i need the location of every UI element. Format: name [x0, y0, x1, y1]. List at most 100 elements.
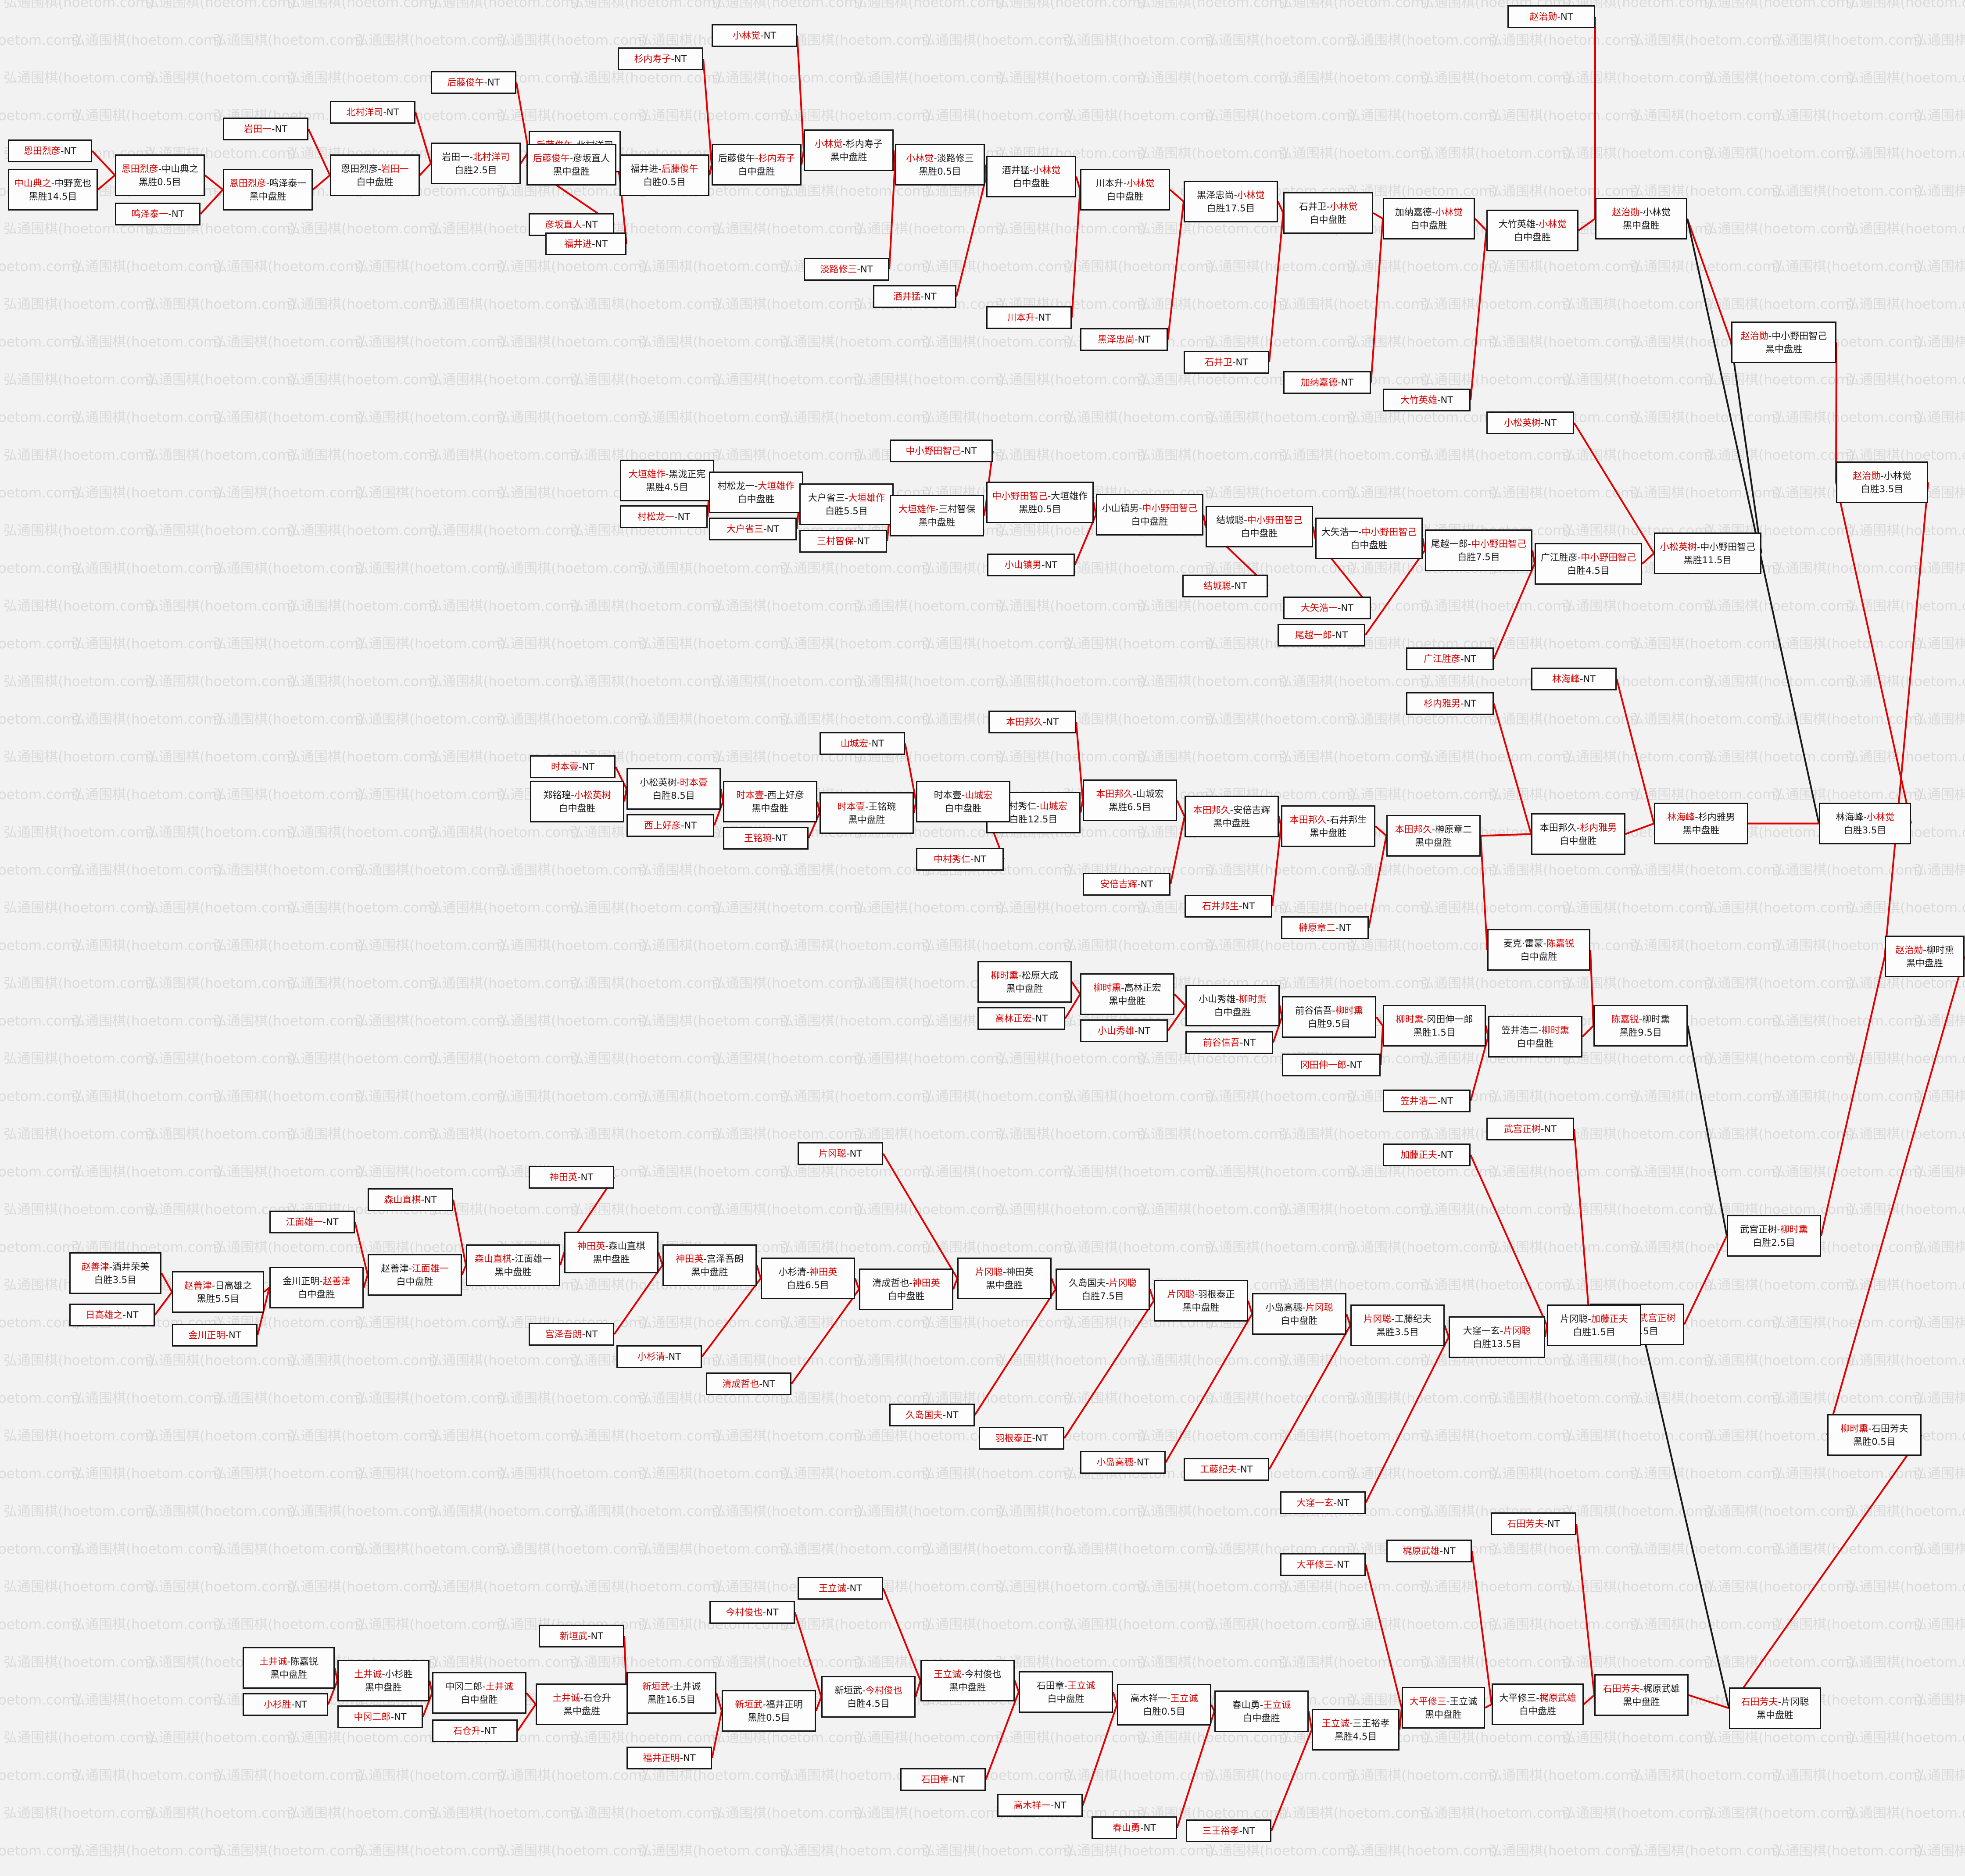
match-box[interactable]: 久岛国夫-片冈聪 白胜7.5目	[1056, 1269, 1150, 1310]
match-box[interactable]: 小山秀雄-柳时熏 白中盘胜	[1185, 985, 1280, 1026]
match-box[interactable]: 大平修三-王立诚 黑中盘胜	[1402, 1687, 1485, 1729]
match-box[interactable]: 麦克·雷蒙-陈嘉锐 白中盘胜	[1487, 929, 1590, 971]
match-box[interactable]: 本田邦久-安倍吉辉 黑中盘胜	[1185, 796, 1279, 837]
player-box[interactable]: 尾越一郎-NT	[1278, 624, 1365, 647]
player-box[interactable]: 久岛国夫-NT	[889, 1404, 975, 1426]
match-box[interactable]: 大平修三-梶原武雄 白中盘胜	[1492, 1683, 1584, 1725]
player-box[interactable]: 小松英树-NT	[1486, 411, 1574, 434]
player-box[interactable]: 小岛高穗-NT	[1080, 1451, 1166, 1474]
player-box[interactable]: 北村洋司-NT	[330, 101, 415, 124]
match-box[interactable]: 陈嘉锐-柳时熏 黑胜9.5目	[1593, 1005, 1688, 1047]
match-box[interactable]: 大户省三-大垣雄作 白胜5.5目	[799, 483, 894, 525]
match-box[interactable]: 小岛高穗-片冈聪 白中盘胜	[1252, 1293, 1346, 1335]
player-box[interactable]: 中冈二郎-NT	[337, 1705, 423, 1728]
match-box[interactable]: 大垣雄作-黑泷正宪 黑胜4.5目	[620, 460, 714, 501]
match-box[interactable]: 本田邦久-石井邦生 黑中盘胜	[1281, 805, 1375, 847]
player-box[interactable]: 片冈聪-NT	[798, 1142, 883, 1165]
match-box[interactable]: 小杉清-神田英 白胜6.5目	[761, 1258, 855, 1299]
player-box[interactable]: 王铭琬-NT	[723, 827, 809, 850]
match-box[interactable]: 土井诚-小杉胜 黑中盘胜	[337, 1660, 430, 1701]
player-box[interactable]: 金川正明-NT	[172, 1324, 258, 1347]
player-box[interactable]: 春山勇-NT	[1092, 1816, 1177, 1839]
match-box[interactable]: 广江胜彦-中小野田智己 白胜4.5目	[1535, 543, 1642, 585]
player-box[interactable]: 高木祥一-NT	[997, 1794, 1083, 1817]
player-box[interactable]: 日高雄之-NT	[69, 1304, 155, 1326]
match-box[interactable]: 酒井猛-小林觉 白中盘胜	[986, 156, 1076, 197]
player-box[interactable]: 工藤纪夫-NT	[1184, 1458, 1269, 1481]
match-box[interactable]: 结城聪-中小野田智己 白中盘胜	[1206, 506, 1313, 547]
player-box[interactable]: 宫泽吾朗-NT	[529, 1323, 614, 1346]
player-box[interactable]: 梶原武雄-NT	[1386, 1540, 1472, 1562]
match-box[interactable]: 柳时熏-石田芳夫 黑胜0.5目	[1827, 1414, 1922, 1456]
player-box[interactable]: 后藤俊午-NT	[431, 71, 516, 94]
player-box[interactable]: 石井卫-NT	[1184, 351, 1269, 374]
match-box[interactable]: 赵善津-江面雄一 白中盘胜	[368, 1254, 462, 1296]
match-box[interactable]: 金川正明-赵善津 白中盘胜	[269, 1267, 364, 1308]
player-box[interactable]: 武宫正树-NT	[1486, 1118, 1574, 1140]
match-box[interactable]: 后藤俊午-彦坂直人 黑中盘胜	[526, 144, 616, 186]
player-box[interactable]: 时本壹-NT	[530, 755, 616, 778]
player-box[interactable]: 大户省三-NT	[709, 518, 797, 540]
match-box[interactable]: 时本壹-山城宏 白中盘胜	[916, 781, 1010, 822]
match-box[interactable]: 本田邦久-杉内雅男 白中盘胜	[1531, 813, 1625, 855]
match-box[interactable]: 石田章-王立诚 白中盘胜	[1019, 1671, 1113, 1713]
match-box[interactable]: 时本壹-西上好彦 黑中盘胜	[723, 781, 817, 822]
player-box[interactable]: 杉内雅男-NT	[1406, 692, 1494, 715]
player-box[interactable]: 小林觉-NT	[712, 24, 797, 47]
player-box[interactable]: 广江胜彦-NT	[1406, 647, 1494, 670]
match-box[interactable]: 神田英-宫泽吾朗 黑中盘胜	[662, 1244, 757, 1286]
match-box[interactable]: 王立诚-三王裕孝 黑胜4.5目	[1312, 1709, 1399, 1751]
player-box[interactable]: 大窪一玄-NT	[1280, 1491, 1366, 1514]
player-box[interactable]: 榊原章二-NT	[1281, 916, 1369, 939]
player-box[interactable]: 江面雄一-NT	[269, 1211, 355, 1233]
match-box[interactable]: 赵治勋-小林觉 白胜3.5目	[1836, 461, 1928, 503]
match-box[interactable]: 黑泽忠尚-小林觉 白胜17.5目	[1184, 181, 1278, 222]
match-box[interactable]: 赵治勋-柳时熏 黑中盘胜	[1885, 936, 1965, 977]
player-box[interactable]: 王立诚-NT	[798, 1577, 883, 1600]
match-box[interactable]: 笠井浩二-柳时熏 白中盘胜	[1488, 1016, 1582, 1058]
match-box[interactable]: 王立诚-今村俊也 黑中盘胜	[920, 1660, 1015, 1701]
match-box[interactable]: 新垣武-土井诚 黑胜16.5目	[626, 1672, 716, 1714]
player-box[interactable]: 恩田烈彦-NT	[8, 139, 92, 162]
match-box[interactable]: 赵治勋-小林觉 黑中盘胜	[1595, 198, 1687, 239]
match-box[interactable]: 中山典之-中野宽也 黑胜14.5目	[8, 169, 98, 211]
match-box[interactable]: 赵治勋-中小野田智己 黑中盘胜	[1731, 322, 1836, 363]
player-box[interactable]: 小山镇男-NT	[987, 554, 1075, 576]
match-box[interactable]: 新垣武-今村俊也 白胜4.5目	[821, 1676, 916, 1718]
match-box[interactable]: 后藤俊午-杉内寿子 白中盘胜	[712, 144, 802, 186]
match-box[interactable]: 大垣雄作-三村智保 黑中盘胜	[890, 495, 984, 536]
match-box[interactable]: 柳时熏-高林正宏 黑中盘胜	[1080, 973, 1174, 1015]
match-box[interactable]: 恩田烈彦-岩田一 白中盘胜	[330, 154, 420, 196]
player-box[interactable]: 森山直棋-NT	[368, 1188, 453, 1211]
match-box[interactable]: 大窪一玄-片冈聪 白胜13.5目	[1449, 1316, 1545, 1358]
match-box[interactable]: 郑铭瑝-小松英树 白中盘胜	[530, 781, 624, 822]
match-box[interactable]: 林海峰-杉内雅男 黑中盘胜	[1654, 803, 1748, 844]
match-box[interactable]: 岩田一-北村洋司 白胜2.5目	[431, 143, 521, 184]
player-box[interactable]: 杉内寿子-NT	[618, 47, 703, 70]
player-box[interactable]: 石田章-NT	[900, 1768, 986, 1791]
match-box[interactable]: 福井进-后藤俊午 白胜0.5目	[619, 154, 709, 196]
player-box[interactable]: 石仓升-NT	[432, 1719, 518, 1742]
player-box[interactable]: 高林正宏-NT	[977, 1007, 1065, 1030]
player-box[interactable]: 清成哲也-NT	[706, 1372, 791, 1395]
player-box[interactable]: 小杉胜-NT	[243, 1693, 328, 1716]
player-box[interactable]: 神田英-NT	[529, 1166, 614, 1189]
match-box[interactable]: 赵善津-酒井荣美 白胜3.5目	[69, 1252, 161, 1294]
match-box[interactable]: 中冈二郎-土井诚 白中盘胜	[432, 1672, 526, 1714]
match-box[interactable]: 土井诚-陈嘉锐 黑中盘胜	[243, 1647, 335, 1689]
player-box[interactable]: 三王裕孝-NT	[1186, 1819, 1271, 1842]
match-box[interactable]: 小松英树-中小野田智己 黑胜11.5目	[1654, 532, 1761, 574]
player-box[interactable]: 三村智保-NT	[799, 530, 887, 553]
match-box[interactable]: 小林觉-淡路修三 黑胜0.5目	[895, 144, 985, 186]
player-box[interactable]: 黑泽忠尚-NT	[1080, 328, 1168, 351]
player-box[interactable]: 大平修三-NT	[1280, 1553, 1366, 1576]
match-box[interactable]: 石田芳夫-梶原武雄 黑中盘胜	[1594, 1674, 1689, 1716]
player-box[interactable]: 大矢浩一-NT	[1283, 597, 1371, 619]
player-box[interactable]: 赵治勋-NT	[1507, 5, 1595, 28]
match-box[interactable]: 片冈聪-神田英 黑中盘胜	[957, 1258, 1052, 1299]
match-box[interactable]: 石田芳夫-片冈聪 黑中盘胜	[1729, 1687, 1821, 1729]
match-box[interactable]: 时本壹-王铭琬 黑中盘胜	[820, 792, 914, 834]
match-box[interactable]: 恩田烈彦-中山典之 黑胜0.5目	[115, 154, 205, 196]
match-box[interactable]: 恩田烈彦-鸣泽泰一 黑中盘胜	[223, 169, 313, 211]
match-box[interactable]: 森山直棋-江面雄一 黑中盘胜	[466, 1244, 560, 1286]
